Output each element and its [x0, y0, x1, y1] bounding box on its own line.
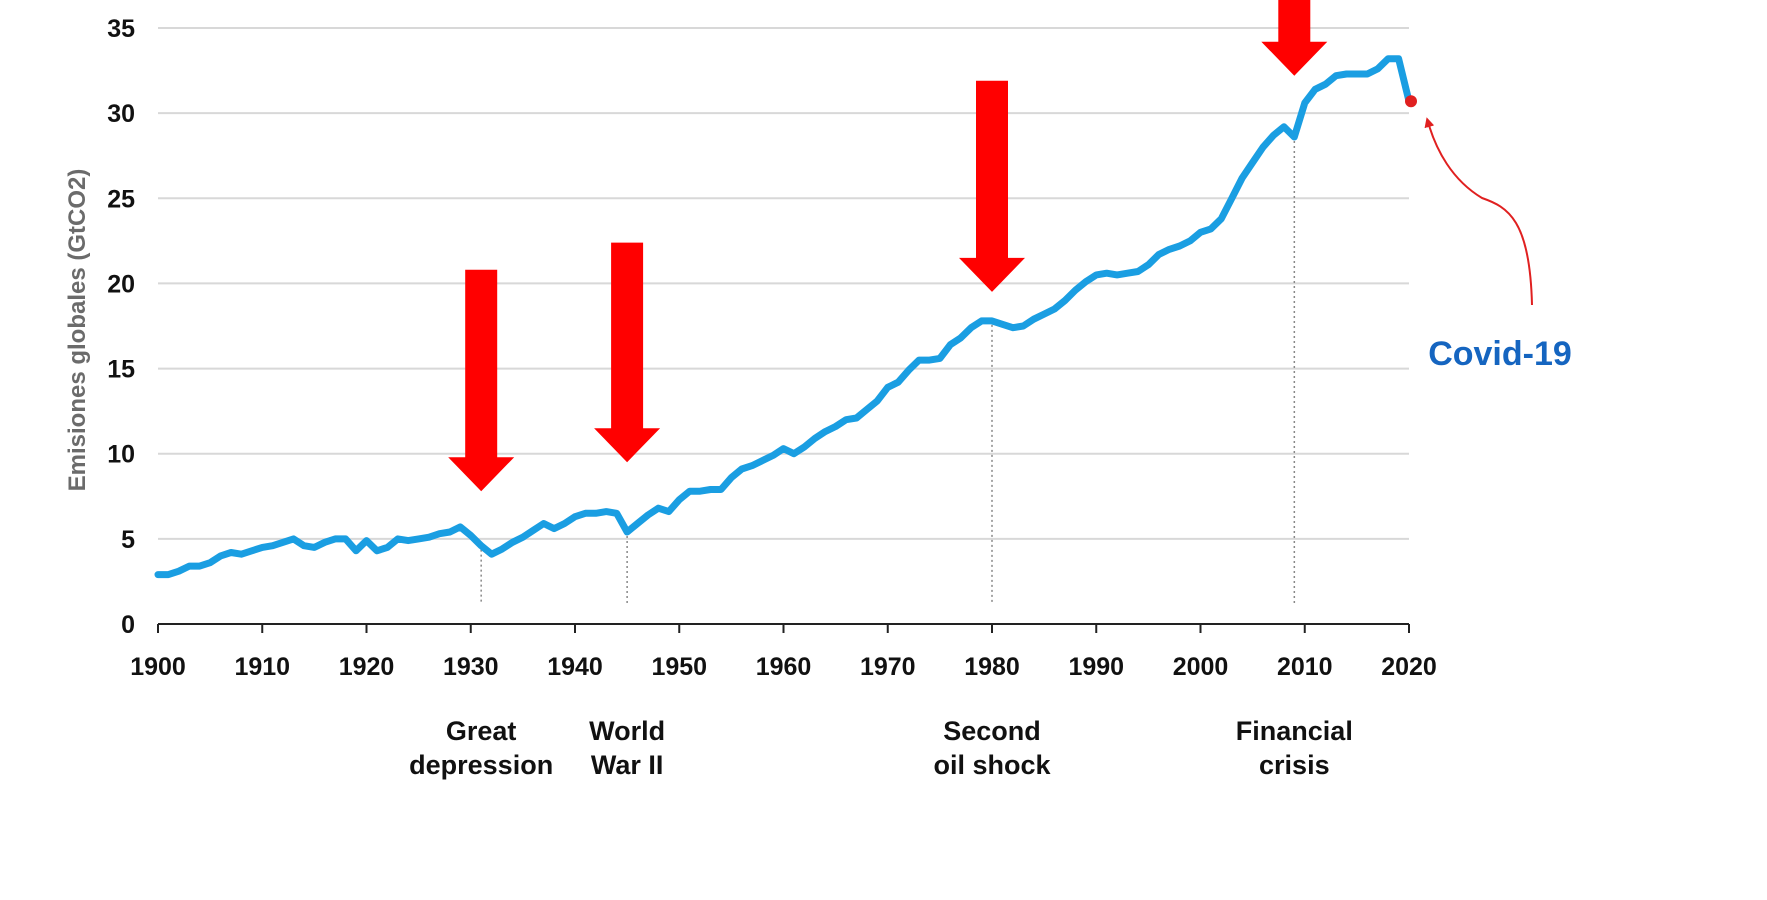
covid-annotation: Covid-19 [1405, 95, 1572, 373]
x-tick-label: 1980 [964, 653, 1020, 681]
x-tick-label: 1920 [339, 653, 395, 681]
event-label-line: Second [943, 716, 1041, 746]
grid-lines [158, 27, 1409, 540]
event-label: Second oil shock [933, 716, 1051, 780]
event-arrow [448, 269, 515, 492]
y-tick-label: 0 [121, 611, 135, 639]
event-label-line: crisis [1259, 750, 1330, 780]
x-tick-label: 1950 [651, 653, 707, 681]
x-tick-label: 1990 [1068, 653, 1124, 681]
event-guide-lines [480, 140, 1296, 604]
event-label-line: War II [591, 750, 664, 780]
event-label: Great depression [409, 716, 553, 780]
x-tick-label: 1960 [756, 653, 812, 681]
event-label-line: depression [409, 750, 553, 780]
y-axis-title: Emisiones globales (GtCO2) [64, 169, 91, 492]
axes: 0 5 10 15 20 25 30 35 1900 1910 1920 1930 1940 1950 19… [64, 15, 1437, 681]
event-arrow [1261, 0, 1328, 76]
event-arrow [594, 242, 661, 463]
event-label-line: World [589, 716, 665, 746]
event-arrows [448, 0, 1328, 492]
y-tick-label: 30 [107, 100, 135, 128]
x-tick-label: 1910 [234, 653, 290, 681]
x-tick-label: 2020 [1381, 653, 1437, 681]
y-tick-label: 15 [107, 356, 135, 384]
event-label-line: Financial [1236, 716, 1353, 746]
x-tick-label: 1970 [860, 653, 916, 681]
covid-data-point [1405, 95, 1417, 108]
y-tick-label: 35 [107, 15, 135, 43]
event-label-line: oil shock [933, 750, 1051, 780]
x-tick-label: 2000 [1173, 653, 1229, 681]
event-label: Financial crisis [1236, 716, 1353, 780]
covid-pointer-arrow [1424, 117, 1533, 306]
event-arrow [959, 80, 1025, 292]
covid-label: Covid-19 [1428, 335, 1572, 373]
x-tick-label: 2010 [1277, 653, 1333, 681]
emissions-series-line [154, 55, 1413, 579]
x-tick-label: 1940 [547, 653, 603, 681]
event-labels: Great depression World War II Second oil shoc… [409, 716, 1353, 780]
event-label: World War II [589, 716, 665, 780]
x-tick-label: 1930 [443, 653, 499, 681]
y-tick-label: 20 [107, 270, 135, 298]
y-tick-label: 25 [107, 185, 135, 213]
x-tick-label: 1900 [130, 653, 186, 681]
y-tick-label: 5 [121, 526, 135, 554]
series-layer [154, 55, 1413, 579]
y-tick-label: 10 [107, 441, 135, 469]
event-label-line: Great [446, 716, 517, 746]
